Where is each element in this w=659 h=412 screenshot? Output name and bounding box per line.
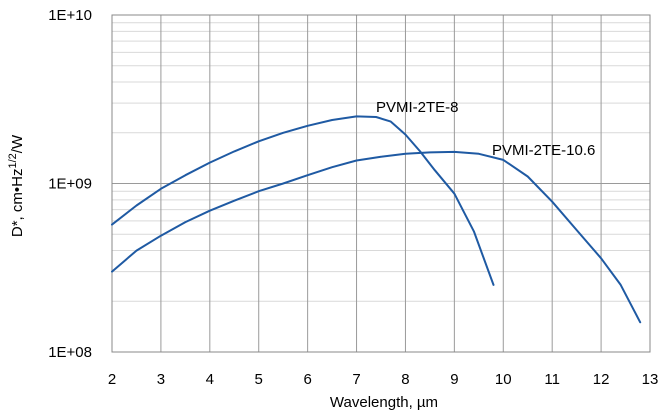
x-tick-label: 7: [352, 371, 360, 388]
series-labels: PVMI-2TE-8 PVMI-2TE-10.6: [376, 99, 595, 159]
x-tick-label: 11: [544, 371, 560, 388]
series-label-1: PVMI-2TE-8: [376, 99, 459, 116]
x-tick-label: 10: [495, 371, 512, 388]
x-axis-title: Wavelength, µm: [330, 394, 438, 411]
y-axis-title-main: D*, cm•Hz: [9, 169, 26, 238]
x-tick-label: 9: [450, 371, 458, 388]
series-line-2: [111, 150, 642, 324]
series-line-1: [111, 115, 495, 286]
series-lines: [111, 115, 642, 324]
x-tick-label: 13: [642, 371, 659, 388]
x-tick-label: 12: [593, 371, 610, 388]
series-label-2: PVMI-2TE-10.6: [492, 142, 595, 159]
x-tick-label: 2: [108, 371, 116, 388]
x-tick-label: 4: [206, 371, 214, 388]
x-tick-label: 3: [157, 371, 165, 388]
minor-gridlines: [112, 22, 650, 302]
y-axis-title-sup: 1/2: [7, 153, 19, 168]
y-tick-label: 1E+09: [48, 176, 92, 193]
x-tick-labels: 2 3 4 5 6 7 8 9 10 11 12 13: [108, 371, 659, 388]
plot-frame: [111, 14, 651, 353]
y-tick-label: 1E+10: [48, 7, 92, 24]
y-tick-labels: 1E+08 1E+09 1E+10: [48, 7, 92, 361]
y-axis-title: D*, cm•Hz1/2/W: [7, 134, 26, 237]
x-tick-label: 5: [255, 371, 263, 388]
x-tick-label: 6: [303, 371, 311, 388]
y-tick-label: 1E+08: [48, 344, 92, 361]
y-axis-title-unit: /W: [9, 134, 26, 153]
x-tick-label: 8: [401, 371, 409, 388]
